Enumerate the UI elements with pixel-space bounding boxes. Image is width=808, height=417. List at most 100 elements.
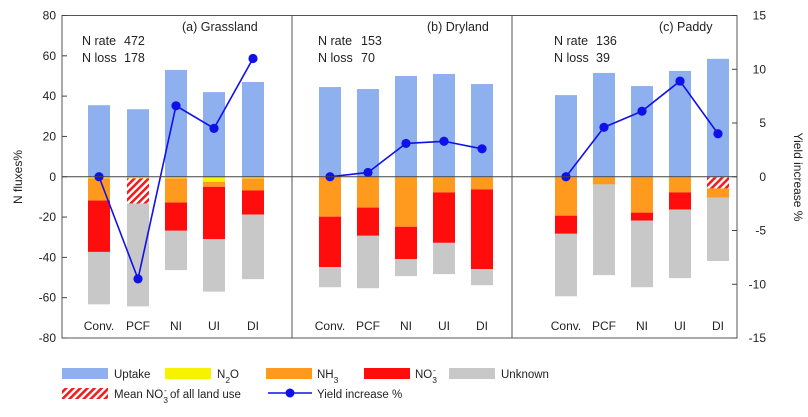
bar-unknown-dryland-ni <box>395 258 417 277</box>
y-right-tick-label-0: 0 <box>759 170 766 184</box>
y-tick-label-20: 20 <box>43 129 57 143</box>
bar-uptake-dryland-pcf <box>357 89 379 177</box>
panel-a-loss-label: N loss <box>82 51 117 65</box>
legend-label-n2o: N2O <box>217 369 239 385</box>
bar-uptake-dryland-conv <box>319 87 341 177</box>
bar-nh3-paddy-di <box>707 188 729 198</box>
bar-uptake-dryland-ui <box>433 73 455 177</box>
legend-swatch-n2o <box>165 368 211 379</box>
x-tick-grassland-ni: NI <box>170 319 182 333</box>
bar-nh3-dryland-conv <box>319 177 341 217</box>
bar-uptake-paddy-conv <box>555 95 577 177</box>
x-tick-paddy-conv: Conv. <box>551 319 581 333</box>
yield-point-dryland-pcf <box>363 167 373 178</box>
panel-c-loss-label: N loss <box>554 51 589 65</box>
legend-label-mean-no3: Mean NO3- of all land use <box>114 385 241 405</box>
bar-uptake-dryland-ni <box>395 75 417 177</box>
legend-swatch-nh3 <box>266 368 312 379</box>
bar-unknown-dryland-di <box>471 269 493 286</box>
bar-nh3-dryland-pcf <box>357 177 379 208</box>
y-tick-label-40: 40 <box>43 89 57 103</box>
y-right-tick-label-10: 10 <box>753 62 767 76</box>
bar-nh3-paddy-ni <box>631 177 653 213</box>
yield-point-grassland-pcf <box>133 274 143 284</box>
yield-point-dryland-di <box>477 144 487 154</box>
bar-nh3-paddy-ui <box>669 177 691 193</box>
yield-point-paddy-ni <box>637 106 647 116</box>
bar-unknown-paddy-di <box>707 197 729 262</box>
y-axis-title: N fluxes% <box>11 150 25 204</box>
panel-c-loss-value: 39 <box>596 51 610 65</box>
panel-c-title: (c) Paddy <box>659 20 713 34</box>
y-right-tick-label-15: 15 <box>753 9 767 23</box>
panel-a-loss-value: 178 <box>124 51 145 65</box>
y-right-tick-label--5: -5 <box>755 224 766 238</box>
y-tick-label-60: 60 <box>43 49 57 63</box>
bar-no3-dryland-pcf <box>357 207 379 236</box>
bar-no3-dryland-ni <box>395 226 417 259</box>
x-tick-paddy-ui: UI <box>674 319 686 333</box>
legend-swatch-no3 <box>364 368 410 379</box>
panel-a-title: (a) Grassland <box>182 20 258 34</box>
panel-b-rate-value: 153 <box>361 34 382 48</box>
bar-nh3-grassland-ni <box>165 178 187 203</box>
legend-label-no3: NO3- <box>415 365 437 385</box>
bar-n2o-grassland-ni <box>165 176 187 179</box>
bar-n2o-grassland-ui <box>203 176 225 182</box>
x-tick-paddy-di: DI <box>712 319 724 333</box>
bar-nh3-paddy-pcf <box>593 177 615 185</box>
yield-point-paddy-ui <box>675 76 685 86</box>
bar-unknown-dryland-conv <box>319 267 341 288</box>
panel-b-loss-label: N loss <box>318 51 353 65</box>
x-tick-paddy-pcf: PCF <box>592 319 616 333</box>
panel-b-loss-value: 70 <box>361 51 375 65</box>
yield-point-grassland-ui <box>209 123 219 133</box>
legend-label-uptake: Uptake <box>114 369 150 381</box>
bar-no3-paddy-ni <box>631 212 653 221</box>
bar-n2o-grassland-di <box>242 176 264 179</box>
x-tick-grassland-conv: Conv. <box>84 319 114 333</box>
y-right-tick-label-5: 5 <box>759 116 766 130</box>
legend-label-unknown: Unknown <box>501 369 549 381</box>
legend-swatch-yield-marker <box>285 388 295 398</box>
bar-no3-paddy-ui <box>669 192 691 210</box>
y-axis-left: 80 60 40 20 0 -20 -40 -60 -80 <box>39 9 67 345</box>
yield-point-grassland-ni <box>171 101 181 111</box>
y-tick-label--40: -40 <box>39 250 57 264</box>
bar-unknown-paddy-pcf <box>593 184 615 276</box>
chart-marks: Conv. PCF NI UI DI Conv. PCF NI UI DI Conv. PCF NI UI… <box>84 53 729 333</box>
x-tick-grassland-pcf: PCF <box>126 319 150 333</box>
bar-uptake-paddy-ni <box>631 86 653 177</box>
bar-no3-grassland-ni <box>165 202 187 231</box>
bar-nh3-dryland-di <box>471 177 493 190</box>
x-tick-dryland-ni: NI <box>400 319 412 333</box>
bar-uptake-grassland-ni <box>165 69 187 177</box>
yield-point-paddy-pcf <box>599 122 609 132</box>
y-tick-label-80: 80 <box>43 9 57 23</box>
y-tick-label--20: -20 <box>39 210 57 224</box>
y-right-tick-label--10: -10 <box>749 277 767 291</box>
legend: Uptake N2O NH3 NO3- Unknown Mean NO3- of… <box>62 365 549 405</box>
yield-point-dryland-ui <box>439 136 449 146</box>
legend-label-nh3: NH3 <box>317 369 339 385</box>
bar-unknown-paddy-ui <box>669 209 691 279</box>
bar-unknown-grassland-di <box>242 214 264 280</box>
yield-point-paddy-di <box>713 129 723 139</box>
x-tick-grassland-di: DI <box>247 319 259 333</box>
bar-unknown-grassland-ui <box>203 239 225 292</box>
bar-uptake-paddy-di <box>707 58 729 177</box>
y-tick-label--60: -60 <box>39 291 57 305</box>
bar-mean-no3-paddy-di <box>707 177 729 189</box>
panel-c-rate-label: N rate <box>554 34 588 48</box>
y-right-tick-label--15: -15 <box>749 331 767 345</box>
y-axis-right: 15 10 5 0 -5 -10 -15 <box>732 9 767 345</box>
yield-point-grassland-di <box>248 53 258 64</box>
x-tick-dryland-ui: UI <box>438 319 450 333</box>
bar-uptake-grassland-di <box>242 82 264 177</box>
bar-no3-grassland-ui <box>203 186 225 240</box>
panel-b-rate-label: N rate <box>318 34 352 48</box>
panel-a-rate-value: 472 <box>124 34 145 48</box>
bar-no3-grassland-di <box>242 190 264 215</box>
